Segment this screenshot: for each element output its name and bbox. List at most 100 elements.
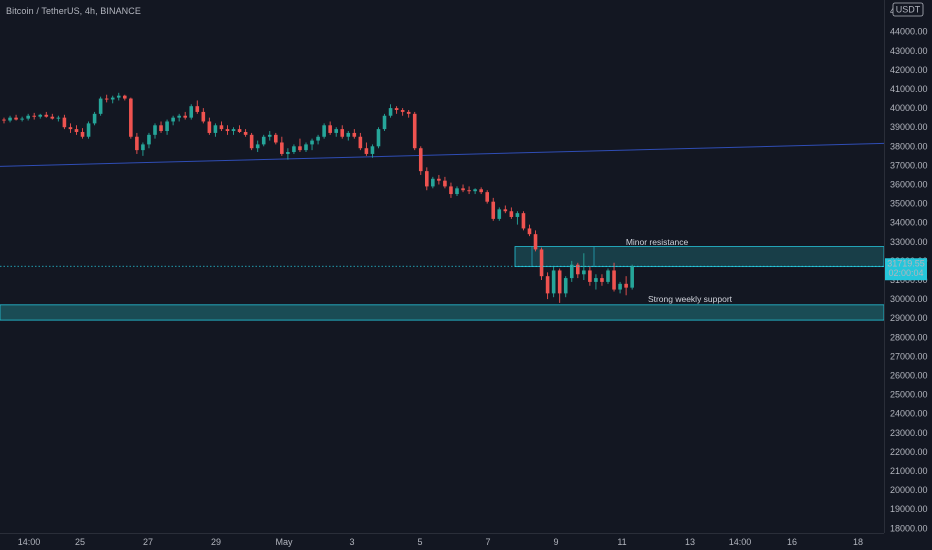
candle[interactable]	[231, 127, 236, 135]
candle[interactable]	[370, 144, 375, 158]
candle[interactable]	[612, 262, 616, 292]
candle[interactable]	[340, 125, 345, 139]
time-axis[interactable]: 14:00 25 27 29 May 3 5 7 9 11 13 14:00 16 18	[0, 533, 932, 550]
candle[interactable]	[455, 186, 459, 196]
candle[interactable]	[515, 211, 520, 225]
candle[interactable]	[576, 262, 580, 279]
candle[interactable]	[418, 146, 423, 175]
candle[interactable]	[267, 131, 272, 141]
candle[interactable]	[412, 111, 417, 151]
candle[interactable]	[588, 266, 592, 286]
candle[interactable]	[491, 197, 496, 221]
candle[interactable]	[443, 176, 447, 189]
candle[interactable]	[557, 268, 562, 303]
candle[interactable]	[352, 129, 357, 139]
candle[interactable]	[104, 94, 109, 103]
candle[interactable]	[449, 182, 453, 198]
candle[interactable]	[171, 115, 175, 126]
candle[interactable]	[316, 134, 320, 145]
candle[interactable]	[394, 106, 399, 114]
candle[interactable]	[135, 132, 139, 154]
candle[interactable]	[116, 92, 121, 101]
candle[interactable]	[86, 121, 91, 139]
candle[interactable]	[44, 111, 49, 118]
support-zone[interactable]	[0, 304, 885, 321]
price-axis[interactable]: 44000.00 43000.00 42000.00 41000.00 40000.00…	[884, 0, 932, 533]
candle[interactable]	[594, 274, 598, 290]
candle[interactable]	[400, 108, 405, 116]
candle[interactable]	[56, 115, 61, 122]
candle[interactable]	[98, 96, 103, 116]
candle[interactable]	[376, 127, 381, 149]
candle[interactable]	[533, 230, 538, 252]
candle[interactable]	[207, 117, 212, 135]
candle[interactable]	[582, 253, 586, 280]
symbol-title[interactable]: Bitcoin / TetherUS, 4h, BINANCE	[6, 6, 141, 16]
candle[interactable]	[14, 114, 18, 121]
candle[interactable]	[62, 114, 67, 130]
candle[interactable]	[123, 94, 127, 101]
candle[interactable]	[539, 247, 544, 280]
candle[interactable]	[388, 104, 393, 118]
candle[interactable]	[129, 97, 133, 139]
candle[interactable]	[280, 136, 284, 156]
candle[interactable]	[8, 115, 12, 123]
candle[interactable]	[68, 123, 73, 133]
candle[interactable]	[437, 174, 441, 185]
candle[interactable]	[503, 205, 508, 214]
candle[interactable]	[219, 121, 224, 132]
candle[interactable]	[497, 207, 502, 221]
support-label[interactable]: Strong weekly support	[648, 294, 733, 304]
candle[interactable]	[153, 123, 157, 139]
candle[interactable]	[141, 142, 145, 156]
candle[interactable]	[545, 272, 550, 300]
candle[interactable]	[50, 113, 55, 120]
candle[interactable]	[600, 274, 604, 286]
candle[interactable]	[479, 187, 483, 195]
candle[interactable]	[38, 113, 43, 119]
candle[interactable]	[213, 123, 218, 137]
candle[interactable]	[195, 100, 200, 114]
candle[interactable]	[485, 190, 489, 204]
resistance-label[interactable]: Minor resistance	[626, 237, 689, 247]
candle[interactable]	[261, 134, 266, 147]
candle[interactable]	[147, 132, 151, 149]
candle[interactable]	[274, 132, 278, 145]
candle[interactable]	[110, 95, 115, 104]
candle[interactable]	[310, 138, 314, 151]
candle[interactable]	[364, 142, 369, 156]
candle[interactable]	[509, 207, 514, 219]
candle[interactable]	[630, 264, 634, 290]
candle[interactable]	[2, 117, 6, 124]
candle[interactable]	[461, 184, 465, 193]
candle[interactable]	[467, 186, 471, 195]
candle[interactable]	[189, 104, 194, 120]
candle[interactable]	[80, 128, 85, 139]
candle[interactable]	[201, 108, 206, 124]
candle[interactable]	[473, 188, 477, 195]
candle[interactable]	[32, 112, 36, 120]
candle[interactable]	[431, 176, 435, 189]
candle[interactable]	[249, 132, 254, 151]
candle[interactable]	[286, 148, 290, 160]
currency-badge[interactable]	[892, 2, 924, 17]
candle[interactable]	[237, 125, 242, 133]
candle[interactable]	[20, 116, 24, 122]
candle[interactable]	[624, 276, 628, 296]
trendline[interactable]	[0, 142, 885, 167]
candle[interactable]	[304, 142, 308, 153]
candle[interactable]	[298, 138, 302, 153]
candle[interactable]	[551, 266, 556, 298]
candle[interactable]	[328, 121, 332, 135]
candle[interactable]	[358, 132, 363, 151]
candle[interactable]	[346, 131, 351, 141]
candle[interactable]	[618, 281, 622, 294]
candle[interactable]	[92, 111, 97, 126]
candle[interactable]	[569, 260, 574, 282]
candle[interactable]	[177, 113, 181, 122]
candle[interactable]	[425, 167, 429, 191]
candle[interactable]	[521, 211, 526, 231]
candle[interactable]	[159, 121, 163, 133]
candle[interactable]	[255, 140, 260, 153]
candle[interactable]	[183, 111, 187, 120]
